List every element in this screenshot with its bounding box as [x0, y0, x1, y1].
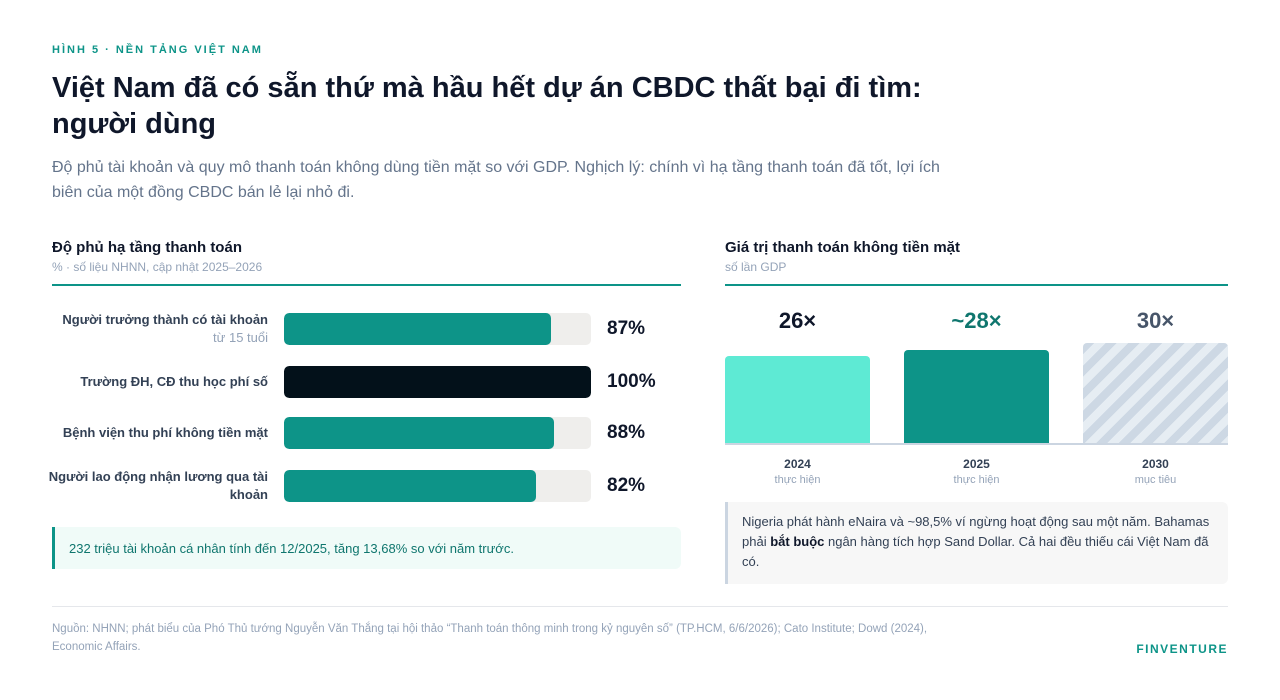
column: 30× 2030 mục tiêu [1083, 300, 1228, 500]
accounts-callout: 232 triệu tài khoản cá nhân tính đến 12/… [52, 527, 681, 569]
bar-label-text: Bệnh viện thu phí không tiền mặt [62, 425, 268, 440]
coverage-panel: Độ phủ hạ tầng thanh toán % · số liệu NH… [49, 239, 681, 502]
coverage-panel-note: % · số liệu NHNN, cập nhật 2025–2026 [52, 260, 263, 274]
x-tick-label: 2030 [1142, 457, 1169, 471]
page-subtitle: Độ phủ tài khoản và quy mô thanh toán kh… [52, 159, 940, 201]
coverage-panel-title: Độ phủ hạ tầng thanh toán [52, 239, 242, 256]
bar-track [284, 366, 591, 398]
bar-label: Bệnh viện thu phí không tiền mặt [38, 413, 268, 453]
bar-sublabel: từ 15 tuổi [213, 330, 268, 345]
cashless-panel-note: số lần GDP [725, 260, 787, 274]
x-tick-sublabel: mục tiêu [1134, 474, 1177, 486]
bar-label-text: Người trưởng thành có tài khoản [62, 312, 268, 327]
page-title: Việt Nam đã có sẵn thứ mà hầu hết dự án … [52, 72, 922, 140]
column: 26× 2024 thực hiện [725, 300, 870, 500]
x-tick-sublabel: thực hiện [774, 474, 821, 486]
bar-row: Bệnh viện thu phí không tiền mặt 88% [52, 413, 681, 453]
x-tick-label: 2025 [963, 457, 990, 471]
bar-value-label: ~28× [951, 308, 1002, 333]
bar [284, 366, 591, 398]
bar-value-label: 82% [607, 475, 646, 496]
cashless-panel-header: Giá trị thanh toán không tiền mặt số lần… [725, 239, 1228, 286]
bar-value-label: 88% [607, 422, 646, 443]
bar-track [284, 470, 591, 502]
bar [284, 313, 552, 345]
cbdc-callout-text-1: Nigeria phát hành eNaira và ~98,5% ví ng… [742, 514, 1210, 549]
source-note: Nguồn: NHNN; phát biểu của Phó Thủ tướng… [52, 623, 928, 653]
cbdc-callout-bold: bắt buộc [770, 534, 825, 549]
bar-track [284, 313, 591, 345]
bar [284, 417, 555, 449]
bar [284, 470, 536, 502]
bar-label-text: Trường ĐH, CĐ thu học phí số [80, 374, 268, 389]
bar-row: Người trưởng thành có tài khoản từ 15 tuổ… [52, 309, 681, 349]
figure-eyebrow: HÌNH 5 · NỀN TẢNG VIỆT NAM [52, 44, 263, 56]
x-tick-label: 2024 [784, 457, 811, 471]
cashless-bar-chart: 26× 2024 thực hiện ~28× 2025 thực hiện 30× 2030… [725, 300, 1228, 500]
brand-logo: FINVENTURE [1136, 642, 1228, 656]
column: ~28× 2025 thực hiện [904, 300, 1049, 500]
cbdc-callout-text-2: ngân hàng tích hợp Sand Dollar. Cả hai đ… [742, 534, 1209, 569]
cbdc-callout: Nigeria phát hành eNaira và ~98,5% ví ng… [725, 502, 1228, 584]
bar-value-label: 87% [607, 318, 646, 339]
bar-label-text: Người lao động nhận lương qua tài khoản [48, 469, 268, 502]
chart-baseline [725, 443, 1228, 445]
bar [1083, 343, 1228, 443]
bar [904, 349, 1049, 443]
bar-label: Người trưởng thành có tài khoản từ 15 tuổ… [38, 309, 268, 349]
coverage-panel-header: Độ phủ hạ tầng thanh toán % · số liệu NH… [52, 239, 681, 286]
bar-value-label: 100% [607, 371, 656, 392]
cashless-panel-title: Giá trị thanh toán không tiền mặt [725, 239, 961, 256]
bar-label: Người lao động nhận lương qua tài khoản [38, 466, 268, 506]
cashless-panel: Giá trị thanh toán không tiền mặt số lần… [725, 239, 1228, 286]
bar [725, 356, 870, 443]
bar-value-label: 30× [1136, 308, 1175, 333]
bar-value-label: 26× [778, 308, 817, 333]
bar-row: Trường ĐH, CĐ thu học phí số 100% [52, 362, 681, 402]
bar-row: Người lao động nhận lương qua tài khoản 8… [49, 466, 681, 506]
footer-divider [52, 606, 1228, 607]
x-tick-sublabel: thực hiện [953, 474, 1000, 486]
bar-label: Trường ĐH, CĐ thu học phí số [38, 362, 268, 402]
bar-track [284, 417, 591, 449]
